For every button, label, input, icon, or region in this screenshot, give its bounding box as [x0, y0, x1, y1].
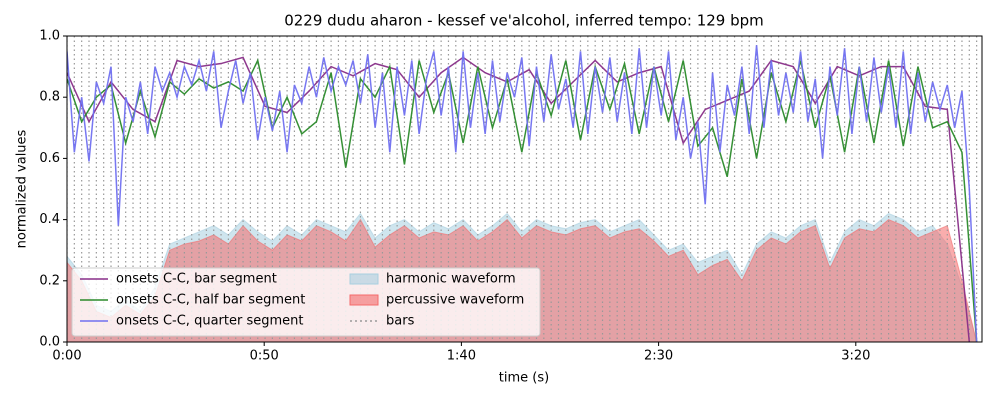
- legend-label: percussive waveform: [386, 293, 524, 308]
- y-tick-label: 0.0: [39, 335, 60, 350]
- legend-swatch: [349, 273, 379, 285]
- legend-label: onsets C-C, quarter segment: [116, 314, 303, 329]
- legend-label: harmonic waveform: [386, 272, 516, 287]
- line: [67, 45, 978, 342]
- line: [67, 58, 978, 342]
- legend-swatch: [349, 294, 379, 306]
- y-tick-label: 0.6: [39, 151, 60, 166]
- legend-label: onsets C-C, half bar segment: [116, 293, 305, 308]
- x-tick-label: 1:40: [447, 349, 476, 364]
- y-tick-label: 0.4: [39, 212, 60, 227]
- chart-title: 0229 dudu aharon - kessef ve'alcohol, in…: [284, 12, 764, 30]
- legend-box: [71, 267, 541, 337]
- x-tick-label: 0:00: [52, 349, 81, 364]
- legend-label: bars: [386, 314, 415, 329]
- y-tick-label: 0.2: [39, 273, 60, 288]
- x-tick-label: 3:20: [841, 349, 870, 364]
- x-tick-label: 0:50: [250, 349, 279, 364]
- plot-frame: [66, 35, 983, 343]
- x-axis-label: time (s): [499, 371, 549, 386]
- y-tick-label: 0.8: [39, 90, 60, 105]
- y-axis-label: normalized values: [15, 129, 30, 248]
- y-tick-label: 1.0: [39, 29, 60, 44]
- legend: onsets C-C, bar segment onsets C-C, half …: [71, 267, 541, 337]
- x-tick-label: 2:30: [644, 349, 673, 364]
- legend-label: onsets C-C, bar segment: [116, 272, 277, 287]
